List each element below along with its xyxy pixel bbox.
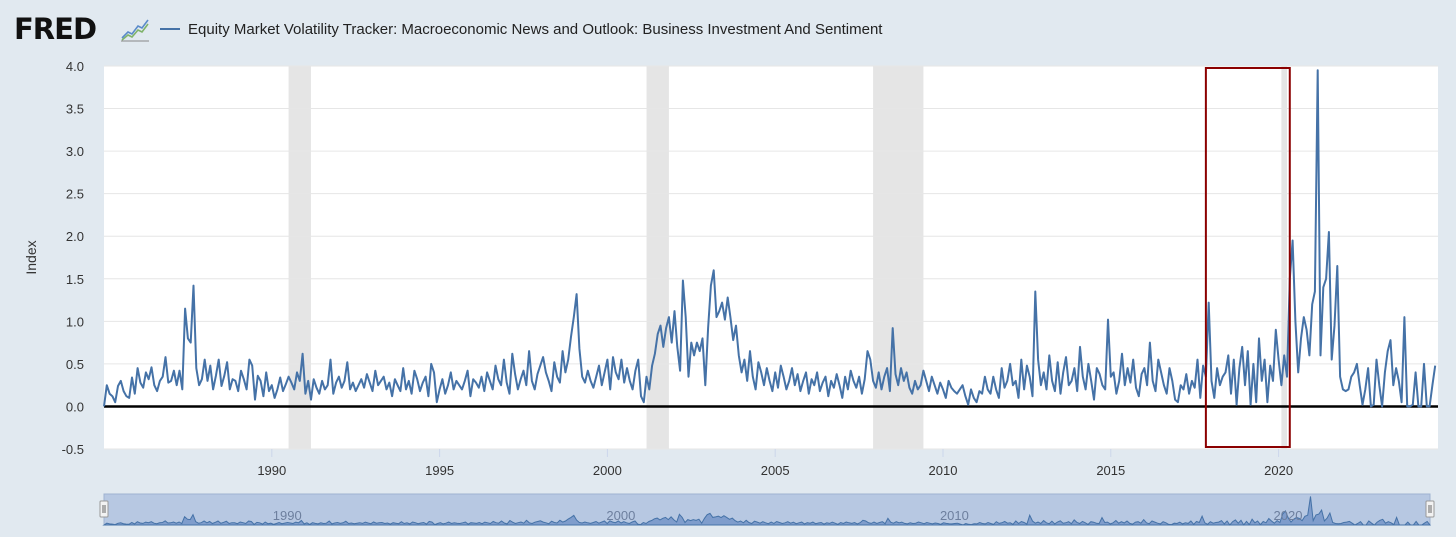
x-tick-label: 2000 (593, 463, 622, 478)
navigator-window (103, 493, 1431, 526)
chart-header: FRED Equity Market Volatility Tracker: M… (0, 0, 1456, 56)
x-tick-label: 1995 (425, 463, 454, 478)
x-tick-label: 1990 (257, 463, 286, 478)
recession-band (288, 66, 311, 449)
series-line (103, 69, 1437, 408)
recession-band (646, 66, 669, 449)
recession-band (873, 66, 924, 449)
y-tick-label: 2.0 (66, 229, 84, 244)
navigator-label: 2020 (1274, 508, 1303, 523)
x-tick-label: 2010 (929, 463, 958, 478)
y-tick-label: 3.5 (66, 102, 84, 117)
y-axis-label: Index (23, 240, 39, 274)
y-tick-label: -0.5 (62, 442, 84, 457)
recession-band (1281, 66, 1287, 449)
y-tick-label: 0.5 (66, 357, 84, 372)
y-tick-label: 4.0 (66, 59, 84, 74)
navigator-label: 2010 (940, 508, 969, 523)
x-tick-label: 2015 (1096, 463, 1125, 478)
navigator-series (102, 496, 1432, 526)
navigator-left-handle[interactable] (99, 500, 109, 518)
y-tick-label: 0.0 (66, 399, 84, 414)
fred-trend-graph-icon (121, 19, 149, 42)
navigator-label: 2000 (606, 508, 635, 523)
x-tick-label: 2005 (761, 463, 790, 478)
y-tick-label: 2.5 (66, 187, 84, 202)
x-tick-label: 2020 (1264, 463, 1293, 478)
y-tick-label: 1.0 (66, 314, 84, 329)
fred-logo[interactable]: FRED (14, 12, 97, 46)
navigator-label: 1990 (273, 508, 302, 523)
legend-series-label: Equity Market Volatility Tracker: Macroe… (188, 20, 883, 38)
highlight-box (1204, 67, 1291, 448)
navigator-right-handle[interactable] (1425, 500, 1435, 518)
chart-legend[interactable]: Equity Market Volatility Tracker: Macroe… (160, 19, 882, 39)
y-tick-label: 1.5 (66, 272, 84, 287)
legend-swatch (160, 28, 180, 30)
y-tick-label: 3.0 (66, 144, 84, 159)
